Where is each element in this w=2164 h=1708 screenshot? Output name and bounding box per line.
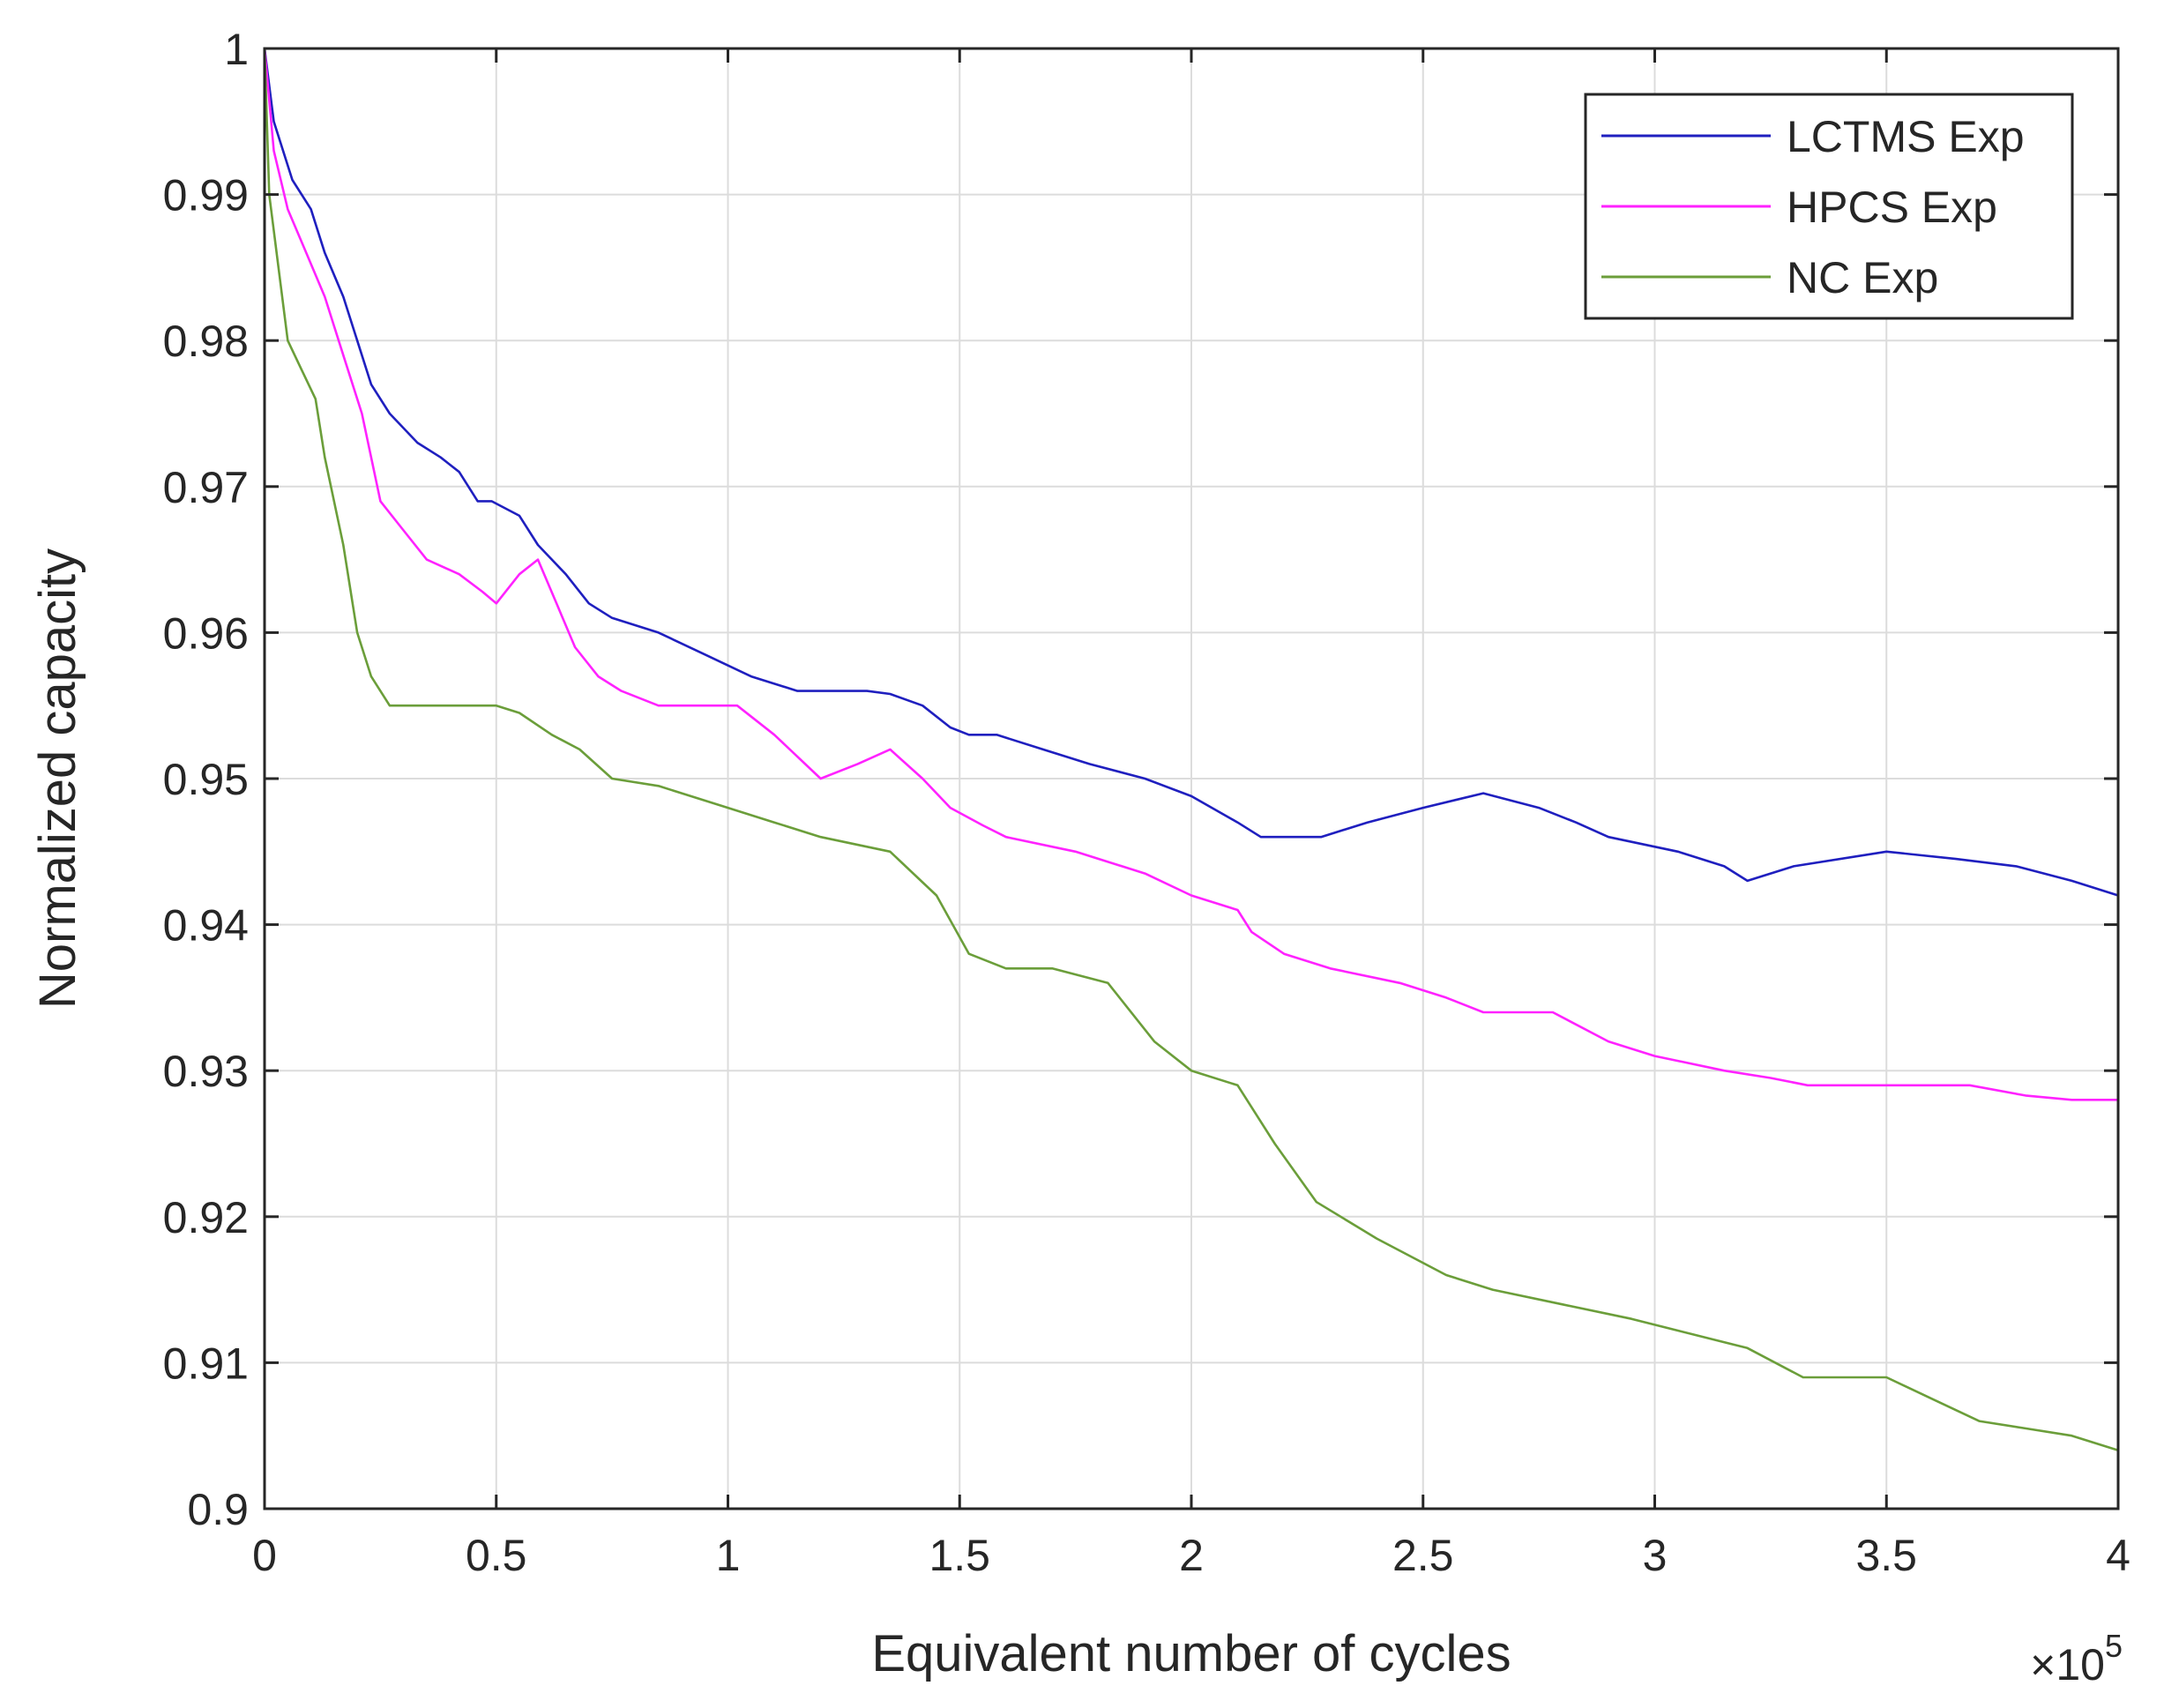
- y-tick-label: 0.91: [163, 1339, 249, 1388]
- y-tick-label: 0.95: [163, 755, 249, 804]
- series-line-nc-exp: [263, 47, 2120, 1452]
- x-tick-label: 1: [716, 1531, 741, 1580]
- legend-label: LCTMS Exp: [1787, 112, 2025, 161]
- x-tick-label: 0.5: [466, 1531, 527, 1580]
- y-tick-label: 0.93: [163, 1047, 249, 1096]
- grid: [264, 48, 2119, 1510]
- legend-label: HPCS Exp: [1787, 183, 1997, 232]
- x-tick-label: 3: [1643, 1531, 1668, 1580]
- x-tick-label: 1.5: [929, 1531, 990, 1580]
- legend-label: NC Exp: [1787, 253, 1938, 302]
- tick-labels: 0 0.5 1 1.5 2 2.5 3 3.5 4 0.9 0.91 0.92 0.93 0.94 0.95…: [163, 25, 2130, 1580]
- y-axis-title: Normalized capacity: [29, 548, 86, 1009]
- axis-ticks: [263, 47, 2120, 1510]
- x-tick-label: 2: [1179, 1531, 1204, 1580]
- series-line-hpcs-exp: [263, 47, 2120, 1101]
- x-axis-multiplier: ×105: [2030, 1628, 2123, 1689]
- series-line-lctms-exp: [263, 47, 2120, 897]
- series-group: [263, 47, 2120, 1452]
- y-tick-label: 1: [224, 25, 249, 74]
- x-tick-label: 3.5: [1855, 1531, 1917, 1580]
- y-tick-label: 0.94: [163, 901, 249, 951]
- y-tick-label: 0.9: [187, 1485, 249, 1534]
- x-axis-multiplier-exponent: 5: [2105, 1628, 2123, 1664]
- y-tick-label: 0.97: [163, 463, 249, 512]
- legend: LCTMS Exp HPCS Exp NC Exp: [1584, 93, 2074, 320]
- y-tick-label: 0.98: [163, 317, 249, 366]
- x-tick-label: 0: [252, 1531, 277, 1580]
- y-tick-label: 0.96: [163, 608, 249, 658]
- x-axis-title: Equivalent number of cycles: [871, 1625, 1511, 1682]
- x-axis-multiplier-base: ×10: [2030, 1640, 2105, 1689]
- x-tick-label: 4: [2106, 1531, 2130, 1580]
- x-tick-label: 2.5: [1392, 1531, 1454, 1580]
- y-tick-label: 0.99: [163, 171, 249, 220]
- y-tick-label: 0.92: [163, 1193, 249, 1242]
